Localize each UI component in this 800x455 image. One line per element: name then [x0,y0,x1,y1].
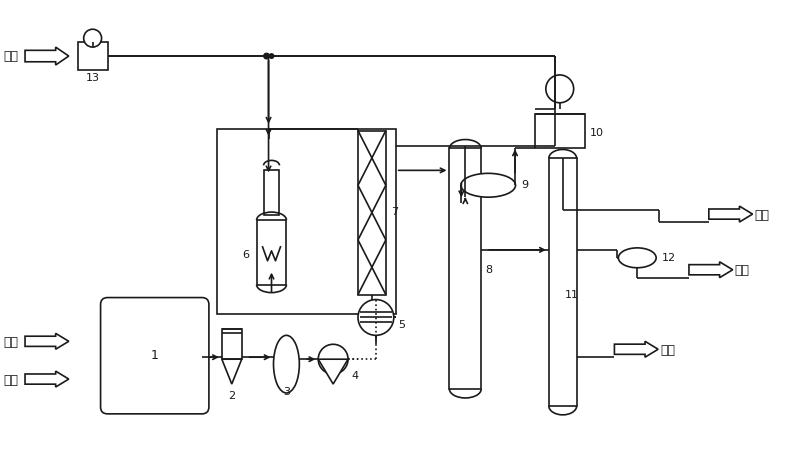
Text: 11: 11 [565,289,578,299]
Text: 10: 10 [590,127,603,137]
Circle shape [84,29,102,47]
Circle shape [546,75,574,103]
Polygon shape [709,206,753,222]
Text: 尾气: 尾气 [754,208,770,222]
Ellipse shape [274,335,299,393]
Text: 13: 13 [86,73,100,83]
Text: 1: 1 [150,349,158,362]
Text: 氢气: 氢气 [3,50,18,62]
Text: 4: 4 [351,371,358,381]
Circle shape [358,299,394,335]
Text: 2: 2 [228,391,235,401]
Polygon shape [689,262,733,278]
Text: 原料: 原料 [3,336,18,349]
Polygon shape [614,341,658,357]
Bar [358,131,386,294]
Circle shape [263,53,270,59]
Ellipse shape [618,248,656,268]
Text: 9: 9 [521,180,528,190]
Polygon shape [25,47,69,65]
Bar [549,158,577,406]
Text: 8: 8 [486,265,492,275]
Circle shape [269,53,274,59]
Text: 溶剂: 溶剂 [3,374,18,387]
Bar [263,170,279,215]
Text: 3: 3 [283,387,290,397]
Bar [222,329,242,359]
Text: 产品: 产品 [660,344,675,357]
Polygon shape [25,371,69,387]
Bar [535,114,585,148]
Bar [257,220,286,285]
Circle shape [263,53,270,60]
Text: 6: 6 [242,250,250,260]
Polygon shape [318,359,348,384]
Bar [78,42,107,70]
Bar [450,148,482,389]
Circle shape [318,344,348,374]
Polygon shape [222,359,242,384]
Polygon shape [25,334,69,349]
Text: 12: 12 [662,253,676,263]
Ellipse shape [461,173,515,197]
Text: 5: 5 [398,320,405,330]
Text: 溶剂: 溶剂 [734,264,750,277]
Text: 7: 7 [390,207,398,217]
FancyBboxPatch shape [101,298,209,414]
Bar [217,129,396,314]
